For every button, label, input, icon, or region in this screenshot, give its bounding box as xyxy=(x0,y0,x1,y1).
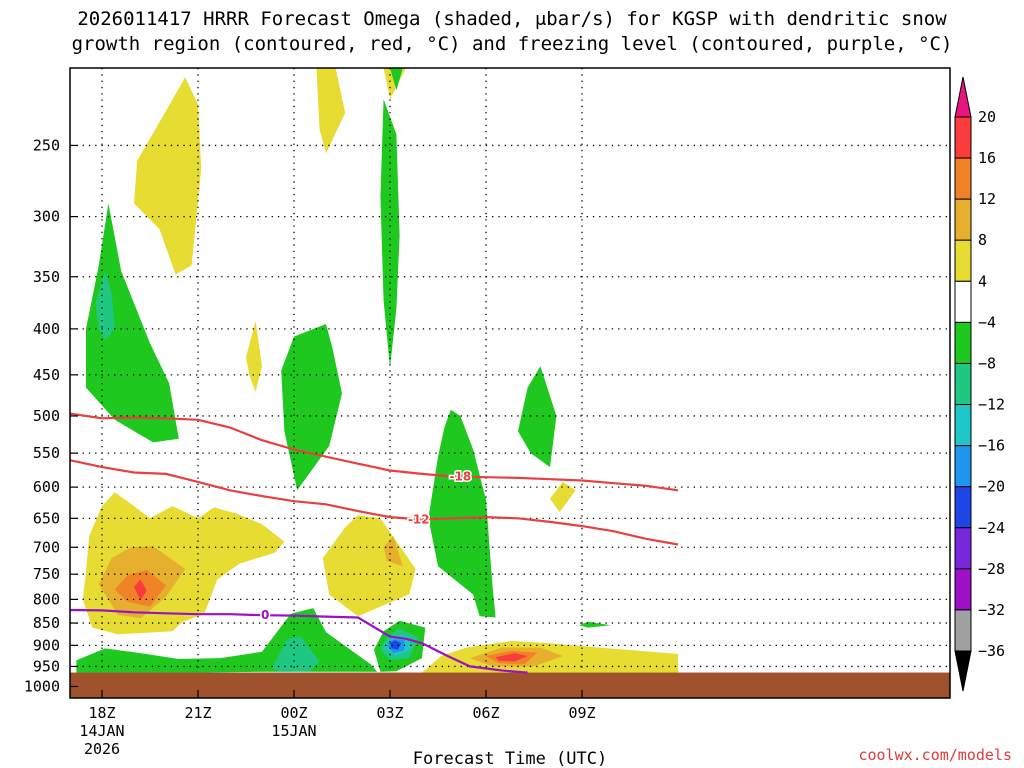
colorbar-band xyxy=(954,321,972,364)
x-tick-label: 03Z xyxy=(376,704,403,722)
colorbar-bottom-arrow xyxy=(954,650,972,692)
y-tick-label: 900 xyxy=(33,636,60,654)
y-tick-label: 350 xyxy=(33,268,60,286)
colorbar-tick-label: 8 xyxy=(978,231,987,249)
y-tick-label: 250 xyxy=(33,136,60,154)
y-tick-label: 950 xyxy=(33,657,60,675)
plot-background xyxy=(70,68,950,698)
colorbar-band xyxy=(954,198,972,241)
chart-title-line2: growth region (contoured, red, °C) and f… xyxy=(72,33,953,55)
temperature-contours: -18 -12 0 xyxy=(69,412,679,674)
contour-label: 0 xyxy=(261,608,269,622)
colorbar-band xyxy=(954,568,972,611)
colorbar-tick-label: −24 xyxy=(978,519,1005,537)
x-tick-label: 06Z xyxy=(472,704,499,722)
y-tick-label: 650 xyxy=(33,509,60,527)
omega-region xyxy=(86,203,179,443)
colorbar-band xyxy=(954,486,972,529)
contour-label: -18 xyxy=(450,470,472,484)
colorbar-band xyxy=(954,116,972,159)
colorbar-band xyxy=(954,445,972,488)
colorbar-band xyxy=(954,280,972,323)
omega-region xyxy=(134,77,202,275)
omega-region xyxy=(550,481,576,513)
colorbar-tick-label: 12 xyxy=(978,190,996,208)
y-tick-label: 1000 xyxy=(24,677,60,695)
omega-region xyxy=(428,409,496,618)
colorbar-tick-label: 16 xyxy=(978,149,996,167)
y-tick-label: 750 xyxy=(33,565,60,583)
colorbar-band xyxy=(954,404,972,447)
colorbar-tick-label: −4 xyxy=(978,313,996,331)
y-tick-label: 800 xyxy=(33,590,60,608)
omega-region xyxy=(134,579,147,601)
omega-region xyxy=(95,271,115,341)
contour-line xyxy=(69,608,528,674)
x-tick-label: 00Z xyxy=(280,704,307,722)
y-tick-label: 550 xyxy=(33,444,60,462)
colorbar-band xyxy=(954,239,972,282)
y-tick-label: 300 xyxy=(33,208,60,226)
y-axis: 250 300 350 400 450 500 550 600 650 700 750 800 850 9… xyxy=(24,136,78,695)
colorbar-tick-label: 4 xyxy=(978,272,987,290)
omega-region xyxy=(495,653,528,662)
contour-label: -12 xyxy=(408,512,430,526)
colorbar-tick-label: 20 xyxy=(978,108,996,126)
y-tick-label: 700 xyxy=(33,538,60,556)
contour-line xyxy=(69,412,679,492)
colorbar-band xyxy=(954,157,972,200)
chart-title-line1: 2026011417 HRRR Forecast Omega (shaded, … xyxy=(77,8,947,30)
omega-region xyxy=(390,68,403,91)
omega-region xyxy=(383,536,403,567)
omega-region xyxy=(390,640,402,650)
y-tick-label: 400 xyxy=(33,320,60,338)
ground-layer xyxy=(70,672,950,698)
colorbar-tick-label: −12 xyxy=(978,396,1005,414)
colorbar-band xyxy=(954,527,972,570)
colorbar-tick-label: −20 xyxy=(978,478,1005,496)
colorbar-tick-label: −36 xyxy=(978,642,1005,660)
x-axis-label: Forecast Time (UTC) xyxy=(413,749,607,768)
credit-link[interactable]: coolwx.com/models xyxy=(858,746,1012,764)
colorbar-tick-label: −32 xyxy=(978,601,1005,619)
y-tick-label: 850 xyxy=(33,614,60,632)
colorbar: 20 16 12 8 4 −4 −8 −12 −16 −20 −24 −28 −32 −36 xyxy=(954,76,1005,692)
omega-region xyxy=(271,636,320,672)
x-tick-label: 21Z xyxy=(184,704,211,722)
x-tick-label: 09Z xyxy=(568,704,595,722)
x-tick-year: 2026 xyxy=(84,740,120,758)
y-tick-label: 600 xyxy=(33,478,60,496)
y-tick-label: 450 xyxy=(33,366,60,384)
omega-region xyxy=(246,321,262,392)
plot-frame xyxy=(69,67,951,699)
y-tick-label: 500 xyxy=(33,407,60,425)
colorbar-tick-label: −28 xyxy=(978,560,1005,578)
omega-region xyxy=(316,68,346,154)
colorbar-band xyxy=(954,362,972,406)
omega-region xyxy=(380,99,400,368)
colorbar-tick-label: −8 xyxy=(978,354,996,372)
x-tick-date: 15JAN xyxy=(271,722,316,740)
colorbar-top-arrow xyxy=(954,76,972,118)
x-tick-label: 18Z xyxy=(88,704,115,722)
ground-fill xyxy=(70,672,950,698)
omega-region xyxy=(281,324,342,491)
colorbar-band xyxy=(954,609,972,652)
contour-line xyxy=(69,459,679,546)
colorbar-tick-label: −16 xyxy=(978,437,1005,455)
x-tick-date: 14JAN xyxy=(79,722,124,740)
plot-area: -18 -12 0 xyxy=(69,67,951,699)
